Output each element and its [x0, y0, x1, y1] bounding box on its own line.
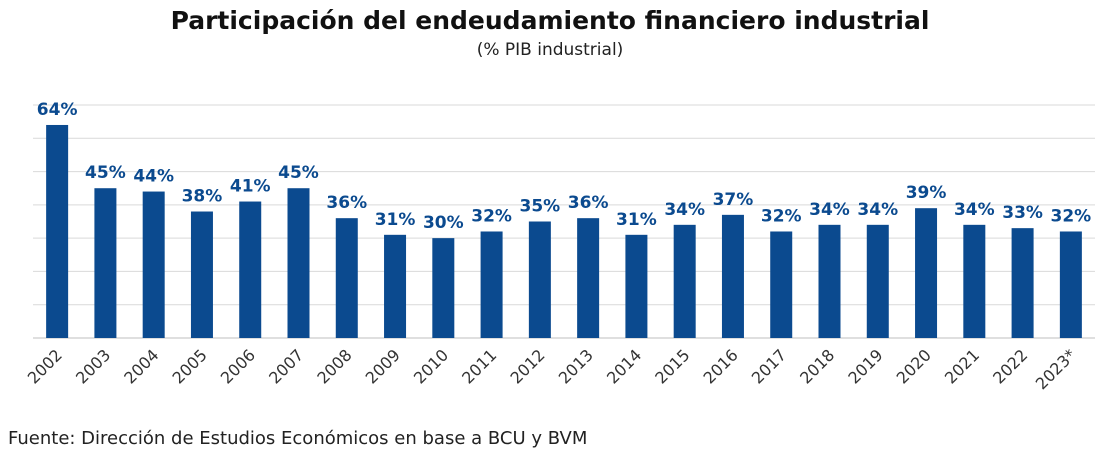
- data-label-2022: 33%: [1002, 203, 1043, 223]
- data-label-2009: 31%: [375, 210, 416, 230]
- x-tick-2010: 2010: [410, 345, 452, 387]
- bar-2019: [866, 224, 889, 338]
- data-label-2003: 45%: [85, 163, 126, 183]
- bar-2023*: [1059, 231, 1082, 338]
- data-label-2002: 64%: [37, 100, 78, 120]
- x-tick-2013: 2013: [555, 345, 597, 387]
- x-tick-2005: 2005: [169, 345, 211, 387]
- bar-2007: [287, 188, 310, 338]
- chart-subtitle: (% PIB industrial): [476, 40, 624, 60]
- data-label-2008: 36%: [326, 193, 367, 213]
- x-tick-labels: 2002 2003 2004 2005 2006 2007 2008 2009 2010 2011…: [24, 345, 1080, 393]
- x-tick-2020: 2020: [893, 345, 935, 387]
- x-tick-2004: 2004: [120, 345, 162, 387]
- x-tick-2007: 2007: [265, 345, 307, 387]
- data-label-2013: 36%: [568, 193, 609, 213]
- bar-2014: [625, 234, 648, 338]
- bar-2021: [963, 224, 986, 338]
- bars: [46, 124, 1082, 338]
- x-tick-2009: 2009: [362, 345, 404, 387]
- source-note: Fuente: Dirección de Estudios Económicos…: [8, 428, 588, 449]
- data-label-2006: 41%: [230, 177, 271, 197]
- chart-title: Participación del endeudamiento financie…: [170, 6, 930, 35]
- bar-2017: [770, 231, 793, 338]
- x-tick-2006: 2006: [217, 345, 259, 387]
- bar-2020: [915, 208, 938, 338]
- bar-2009: [384, 234, 407, 338]
- x-tick-2017: 2017: [748, 345, 790, 387]
- bar-2010: [432, 238, 455, 338]
- data-label-2005: 38%: [182, 187, 223, 207]
- data-label-2019: 34%: [857, 200, 898, 220]
- bar-2006: [239, 201, 262, 338]
- x-tick-2008: 2008: [313, 345, 355, 387]
- x-tick-2002: 2002: [24, 345, 66, 387]
- bar-2012: [528, 221, 551, 338]
- bar-2004: [142, 191, 165, 338]
- x-tick-2019: 2019: [844, 345, 886, 387]
- bar-2013: [577, 218, 600, 338]
- x-tick-2012: 2012: [506, 345, 548, 387]
- bar-2016: [721, 214, 744, 338]
- x-tick-2023*: 2023*: [1032, 345, 1080, 393]
- data-labels: 64% 45% 44% 38% 41% 45% 36% 31% 30% 32% 35% 36% 31% 3…: [37, 100, 1091, 233]
- x-tick-2011: 2011: [458, 345, 500, 387]
- x-tick-2015: 2015: [651, 345, 693, 387]
- x-tick-2021: 2021: [941, 345, 983, 387]
- x-tick-2022: 2022: [989, 345, 1031, 387]
- data-label-2015: 34%: [664, 200, 705, 220]
- bar-2005: [190, 211, 213, 338]
- bar-2015: [673, 224, 696, 338]
- data-label-2023*: 32%: [1051, 206, 1092, 226]
- data-label-2017: 32%: [761, 206, 802, 226]
- data-label-2016: 37%: [713, 190, 754, 210]
- bar-2018: [818, 224, 841, 338]
- data-label-2007: 45%: [278, 163, 319, 183]
- bar-2002: [46, 124, 69, 338]
- bar-2003: [94, 188, 117, 338]
- data-label-2020: 39%: [906, 183, 947, 203]
- data-label-2012: 35%: [520, 197, 561, 217]
- data-label-2018: 34%: [809, 200, 850, 220]
- data-label-2010: 30%: [423, 213, 464, 233]
- data-label-2014: 31%: [616, 210, 657, 230]
- bar-2011: [480, 231, 503, 338]
- x-tick-2016: 2016: [700, 345, 742, 387]
- x-tick-2014: 2014: [603, 345, 645, 387]
- bar-2008: [335, 218, 358, 338]
- data-label-2021: 34%: [954, 200, 995, 220]
- data-label-2004: 44%: [133, 167, 174, 187]
- bar-2022: [1011, 228, 1034, 338]
- x-tick-2003: 2003: [72, 345, 114, 387]
- x-tick-2018: 2018: [796, 345, 838, 387]
- data-label-2011: 32%: [471, 206, 512, 226]
